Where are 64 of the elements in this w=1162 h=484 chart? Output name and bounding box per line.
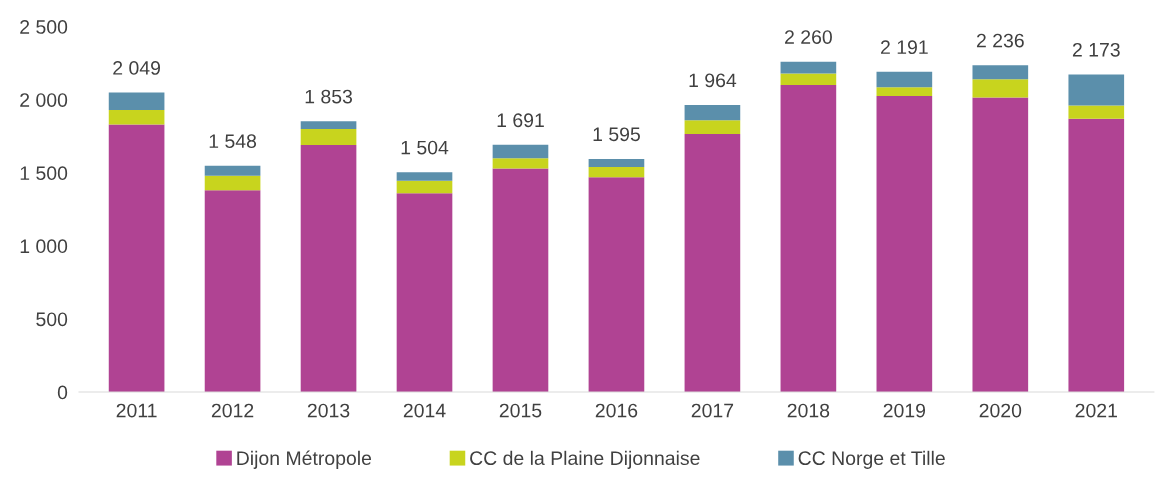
bar bbox=[684, 134, 741, 393]
total-label: 2 236 bbox=[976, 33, 1024, 48]
bar bbox=[492, 158, 549, 169]
bar bbox=[204, 175, 261, 191]
y-tick-label: 2 500 bbox=[20, 20, 68, 34]
total-label: 1 691 bbox=[497, 113, 544, 128]
total-label: 1 504 bbox=[401, 140, 449, 155]
x-tick-label: 2019 bbox=[883, 403, 926, 418]
bar bbox=[588, 166, 645, 178]
bar bbox=[588, 177, 645, 393]
x-tick-label: 2017 bbox=[691, 403, 734, 418]
bar bbox=[972, 97, 1029, 393]
total-label: 1 964 bbox=[689, 73, 737, 88]
bar bbox=[684, 120, 741, 135]
bar bbox=[108, 124, 165, 393]
x-tick-label: 2015 bbox=[499, 403, 542, 418]
y-tick-label: 1 000 bbox=[20, 239, 68, 254]
legend-label: Dijon Métropole bbox=[237, 450, 372, 469]
bar bbox=[780, 73, 837, 86]
x-tick-label: 2020 bbox=[979, 403, 1022, 418]
total-label: 2 260 bbox=[785, 30, 832, 44]
bar bbox=[492, 168, 549, 393]
bar bbox=[300, 145, 357, 393]
bar bbox=[780, 61, 837, 74]
bar bbox=[876, 87, 933, 97]
x-tick-label: 2021 bbox=[1075, 403, 1117, 418]
bar bbox=[396, 172, 453, 181]
total-label: 1 853 bbox=[305, 89, 353, 104]
y-tick-label: 0 bbox=[57, 385, 68, 400]
bar bbox=[876, 96, 933, 393]
y-tick-label: 2 000 bbox=[20, 93, 68, 107]
bar bbox=[1068, 74, 1125, 106]
bar bbox=[492, 144, 549, 159]
bar bbox=[780, 85, 837, 393]
bar bbox=[300, 121, 357, 129]
bar bbox=[204, 190, 261, 393]
total-label: 1 595 bbox=[593, 127, 640, 142]
legend-label: CC Norge et Tille bbox=[798, 450, 945, 469]
x-tick-label: 2016 bbox=[595, 403, 638, 418]
total-label: 2 191 bbox=[881, 40, 928, 55]
total-label: 1 548 bbox=[209, 134, 257, 149]
bar bbox=[204, 165, 261, 176]
bar bbox=[396, 193, 453, 393]
bar bbox=[588, 158, 645, 167]
bar bbox=[972, 79, 1029, 98]
y-tick-label: 1 500 bbox=[20, 166, 68, 181]
total-label: 2 049 bbox=[113, 61, 161, 75]
x-tick-label: 2012 bbox=[211, 403, 254, 418]
bar bbox=[1068, 118, 1125, 393]
bar bbox=[300, 128, 357, 146]
bar bbox=[972, 65, 1029, 80]
x-tick-label: 2013 bbox=[307, 403, 350, 418]
x-tick-label: 2011 bbox=[116, 403, 157, 418]
legend-label: CC de la Plaine Dijonnaise bbox=[470, 450, 700, 469]
bar bbox=[876, 71, 933, 88]
bar bbox=[108, 92, 165, 110]
bar bbox=[1068, 105, 1125, 119]
total-label: 2 173 bbox=[1072, 42, 1120, 57]
y-tick-label: 500 bbox=[36, 312, 68, 327]
bar bbox=[396, 180, 453, 194]
bar bbox=[108, 109, 165, 125]
bar bbox=[684, 104, 741, 121]
x-tick-label: 2018 bbox=[787, 403, 830, 418]
x-tick-label: 2014 bbox=[403, 403, 446, 418]
